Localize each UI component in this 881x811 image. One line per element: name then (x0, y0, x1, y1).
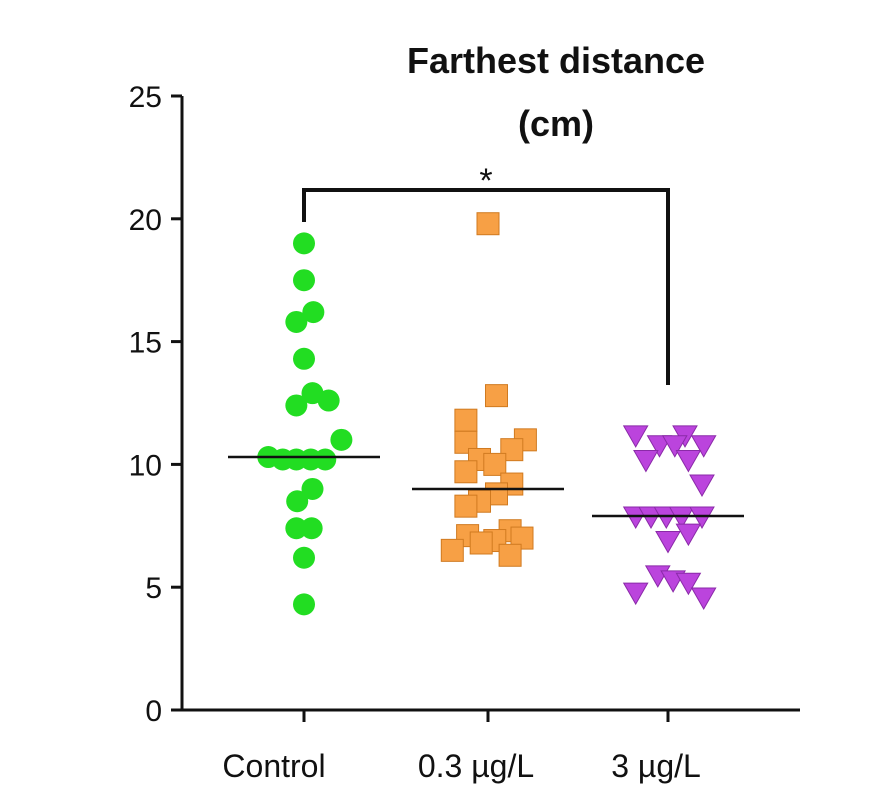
y-tick-label: 5 (145, 572, 162, 605)
series-3-points (622, 425, 717, 611)
data-point-circle (293, 232, 315, 255)
y-tick-label: 15 (129, 327, 162, 360)
data-point-triangle (633, 449, 659, 473)
data-point-circle (293, 269, 315, 292)
x-category-label: 3 µg/L (611, 748, 701, 784)
x-category-label: Control (222, 748, 325, 784)
y-tick-label: 10 (129, 449, 162, 482)
data-point-circle (301, 477, 324, 500)
data-point-circle (302, 301, 325, 324)
data-point-triangle (675, 572, 702, 596)
data-point-triangle (675, 449, 702, 473)
data-point-triangle (675, 523, 702, 547)
data-point-triangle (661, 435, 688, 458)
data-point-square (498, 543, 522, 567)
data-point-square (454, 494, 478, 518)
data-point-square (510, 526, 534, 550)
data-point-triangle (622, 582, 649, 606)
data-points (257, 212, 717, 616)
data-point-square (469, 531, 493, 555)
data-point-square (476, 212, 500, 236)
data-point-circle (285, 394, 308, 417)
data-point-square (454, 430, 478, 454)
data-point-square (483, 452, 507, 476)
data-point-circle (285, 517, 308, 540)
significance-star: * (479, 162, 492, 200)
data-point-triangle (689, 506, 715, 529)
mean-lines (228, 455, 744, 518)
data-point-triangle (668, 506, 695, 529)
data-point-triangle (690, 435, 717, 458)
series-1-points (257, 232, 353, 616)
data-point-triangle (690, 587, 717, 611)
series-2-points (440, 212, 537, 567)
chart-axes: 0 5 10 15 20 25 Control 0.3 µg/L 3 µg/L (129, 81, 800, 784)
chart-title-line-1: Farthest distance (407, 40, 705, 81)
data-point-circle (330, 428, 353, 451)
data-point-square (485, 384, 508, 408)
data-point-square (454, 408, 478, 432)
data-point-square (440, 538, 464, 562)
significance-bracket: * (302, 162, 670, 385)
y-tick-label: 20 (129, 204, 162, 237)
data-point-circle (285, 310, 308, 333)
data-point-circle (317, 389, 340, 412)
data-point-circle (300, 517, 323, 540)
significance-bracket-line (302, 188, 670, 385)
data-point-square (454, 460, 478, 484)
chart-title-line-2: (cm) (518, 103, 594, 144)
data-point-circle (293, 546, 315, 569)
data-point-circle (293, 347, 315, 370)
y-tick-label: 25 (129, 81, 162, 114)
data-point-circle (314, 448, 337, 471)
data-point-triangle (655, 531, 681, 554)
data-point-circle (293, 593, 315, 616)
y-tick-label: 0 (145, 695, 162, 728)
data-point-triangle (622, 425, 649, 448)
x-category-label: 0.3 µg/L (418, 748, 534, 784)
data-point-circle (286, 490, 309, 513)
data-point-triangle (689, 474, 715, 498)
